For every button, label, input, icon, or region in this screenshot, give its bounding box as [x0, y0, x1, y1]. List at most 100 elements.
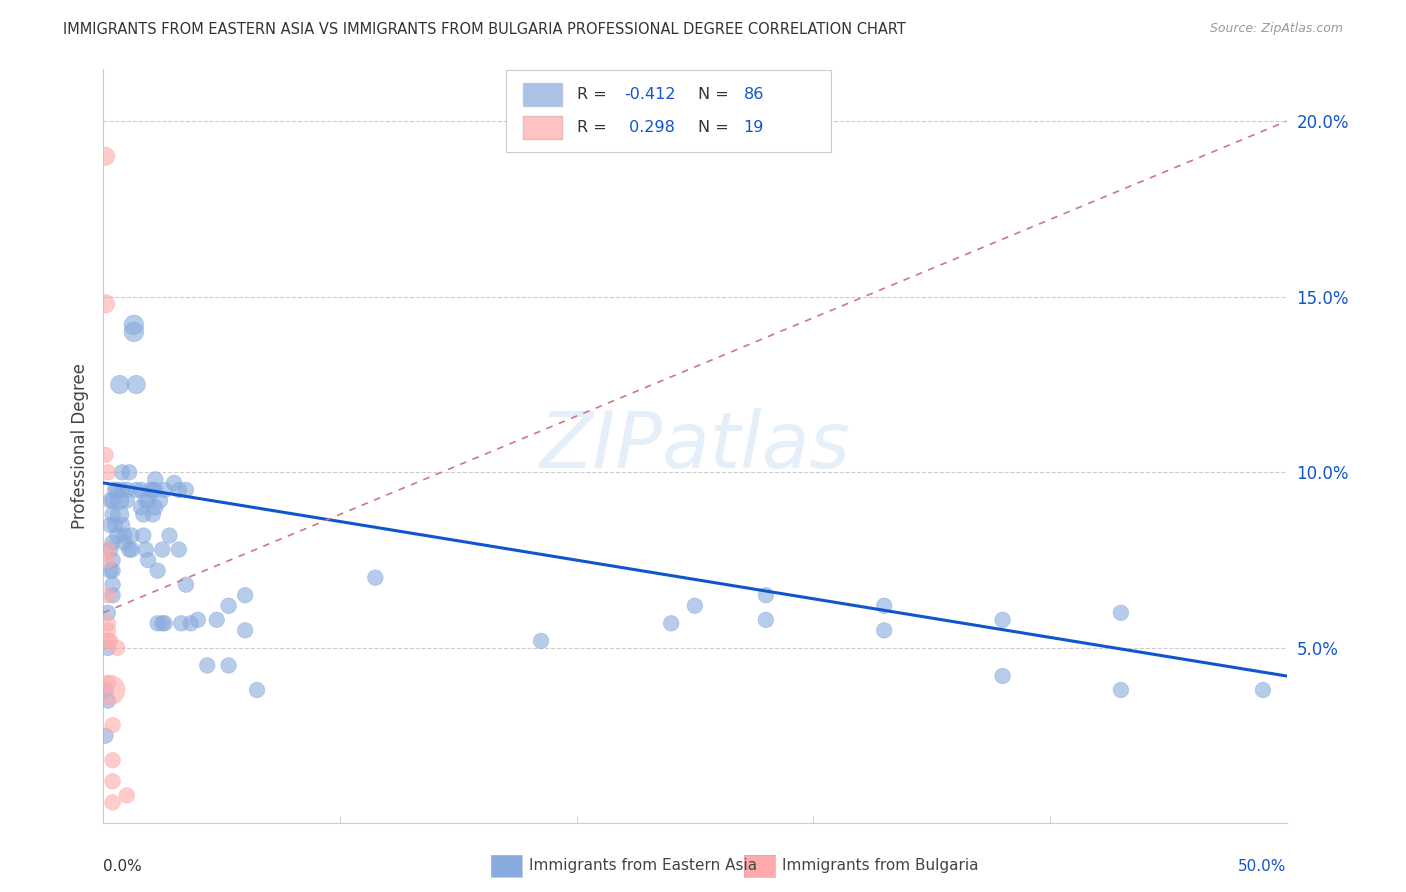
- Point: [115, 789, 138, 803]
- Point: [1109, 606, 1132, 620]
- Point: [108, 493, 131, 508]
- Point: [167, 542, 190, 557]
- Point: [105, 640, 128, 655]
- Point: [233, 588, 256, 602]
- Point: [136, 493, 159, 508]
- Point: [146, 616, 169, 631]
- Point: [218, 658, 240, 673]
- Point: [205, 613, 228, 627]
- Point: [115, 483, 138, 497]
- Point: [118, 542, 141, 557]
- Point: [101, 553, 124, 567]
- Point: [180, 616, 202, 631]
- Point: [97, 606, 120, 620]
- Point: [97, 616, 120, 631]
- Point: [143, 500, 166, 515]
- Text: R =: R =: [576, 87, 612, 102]
- Point: [97, 693, 120, 707]
- Point: [143, 472, 166, 486]
- Point: [1251, 683, 1274, 698]
- Point: [97, 466, 120, 480]
- Point: [98, 564, 121, 578]
- Text: 0.298: 0.298: [624, 120, 675, 135]
- Point: [132, 508, 155, 522]
- Point: [122, 318, 145, 332]
- Point: [98, 518, 121, 533]
- Point: [94, 149, 117, 163]
- Point: [136, 553, 159, 567]
- Point: [153, 616, 176, 631]
- Point: [98, 683, 121, 698]
- Y-axis label: Professional Degree: Professional Degree: [72, 363, 89, 529]
- Point: [142, 508, 165, 522]
- Point: [755, 588, 778, 602]
- Point: [111, 483, 134, 497]
- Point: [364, 571, 387, 585]
- Point: [163, 475, 186, 490]
- Point: [121, 528, 143, 542]
- Point: [94, 297, 117, 311]
- Point: [873, 599, 896, 613]
- Text: N =: N =: [699, 87, 734, 102]
- Point: [139, 483, 162, 497]
- Point: [135, 542, 157, 557]
- Point: [167, 483, 190, 497]
- Point: [157, 528, 180, 542]
- Point: [218, 599, 240, 613]
- Point: [108, 508, 131, 522]
- FancyBboxPatch shape: [506, 70, 831, 152]
- Point: [149, 493, 172, 508]
- Text: 50.0%: 50.0%: [1239, 859, 1286, 874]
- Point: [101, 718, 124, 732]
- Point: [150, 616, 173, 631]
- Point: [153, 483, 176, 497]
- Point: [98, 633, 121, 648]
- Point: [1109, 683, 1132, 698]
- Point: [98, 493, 121, 508]
- Point: [94, 448, 117, 462]
- Point: [94, 729, 117, 743]
- Point: [755, 613, 778, 627]
- Point: [97, 588, 120, 602]
- Point: [101, 796, 124, 810]
- Point: [129, 500, 152, 515]
- Text: ZIPatlas: ZIPatlas: [540, 408, 851, 484]
- Point: [170, 616, 193, 631]
- Point: [111, 518, 134, 533]
- Text: 86: 86: [744, 87, 763, 102]
- Point: [114, 535, 136, 549]
- Point: [98, 542, 121, 557]
- Point: [115, 493, 138, 508]
- Point: [150, 542, 173, 557]
- Text: Source: ZipAtlas.com: Source: ZipAtlas.com: [1209, 22, 1343, 36]
- Point: [683, 599, 706, 613]
- Text: IMMIGRANTS FROM EASTERN ASIA VS IMMIGRANTS FROM BULGARIA PROFESSIONAL DEGREE COR: IMMIGRANTS FROM EASTERN ASIA VS IMMIGRAN…: [63, 22, 905, 37]
- Point: [174, 577, 197, 591]
- Point: [105, 528, 128, 542]
- Point: [118, 466, 141, 480]
- Point: [97, 542, 120, 557]
- Point: [108, 377, 131, 392]
- Point: [659, 616, 682, 631]
- Point: [97, 676, 120, 690]
- Point: [142, 483, 165, 497]
- Point: [125, 483, 148, 497]
- Point: [991, 613, 1014, 627]
- Point: [101, 577, 124, 591]
- Point: [101, 493, 124, 508]
- Point: [530, 633, 553, 648]
- Point: [97, 640, 120, 655]
- Point: [97, 553, 120, 567]
- FancyBboxPatch shape: [523, 83, 562, 105]
- Text: -0.412: -0.412: [624, 87, 675, 102]
- Point: [101, 535, 124, 549]
- Text: N =: N =: [699, 120, 734, 135]
- Point: [187, 613, 209, 627]
- Text: R =: R =: [576, 120, 612, 135]
- Point: [122, 325, 145, 339]
- Point: [101, 753, 124, 767]
- Text: 19: 19: [744, 120, 763, 135]
- Point: [174, 483, 197, 497]
- Point: [121, 542, 143, 557]
- Point: [129, 483, 152, 497]
